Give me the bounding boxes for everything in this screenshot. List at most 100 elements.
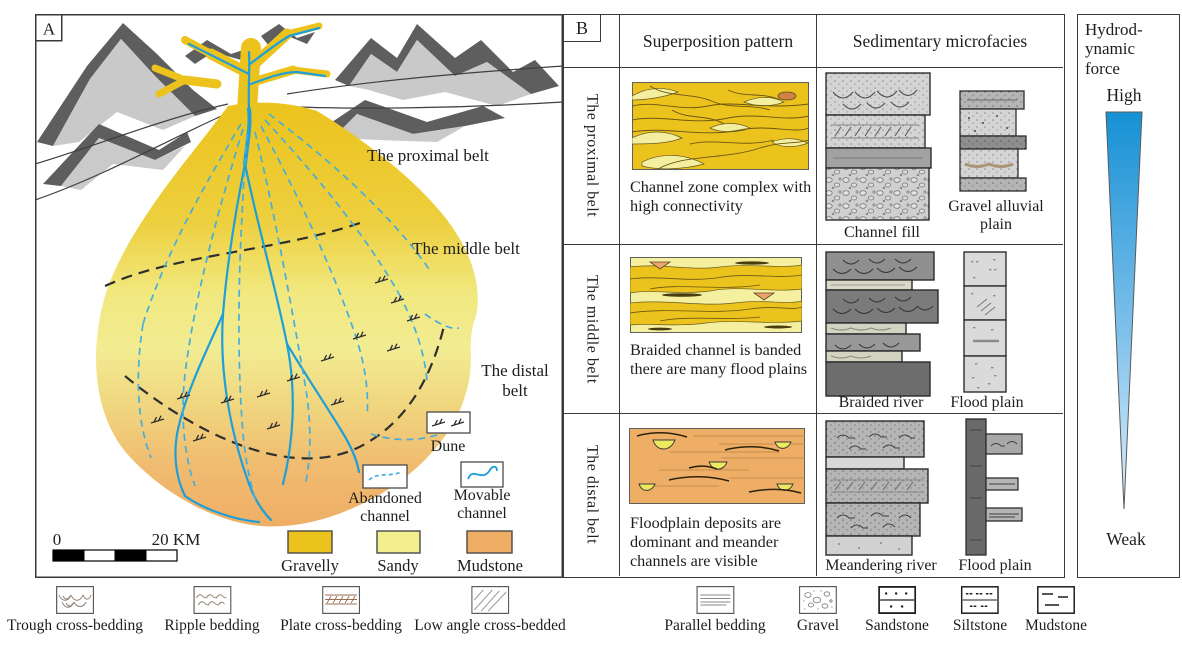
scale-end: 20 KM — [152, 530, 201, 549]
panel-a-tag: A — [43, 20, 56, 39]
movable-channels — [174, 26, 361, 524]
hydro-force-triangle — [1105, 111, 1143, 510]
superposition-pattern-distal — [629, 428, 805, 504]
hydro-title-line2: ynamic — [1085, 39, 1136, 59]
microfacies-cell-middle: Braided river — [816, 245, 1063, 413]
belt-label-distal: The distal belt — [583, 445, 601, 545]
facies-label-meandering-river: Meandering river — [825, 557, 937, 574]
pattern-cell-proximal: Channel zone complex with high connectiv… — [619, 68, 816, 244]
movable-channel-icon — [467, 465, 498, 480]
legend-item-ripple-bedding: Ripple bedding — [164, 586, 260, 635]
legend-label-parallel-bedding: Parallel bedding — [664, 617, 766, 634]
sandstone-icon — [878, 586, 916, 614]
strat-column-gravel-alluvial-plain — [959, 90, 1027, 192]
ripple-bedding-icon — [193, 586, 231, 614]
legend-label-ripple-bedding: Ripple bedding — [164, 617, 260, 634]
facies-label-channel-fill: Channel fill — [844, 224, 920, 241]
pattern-caption-middle: Braided channel is banded there are many… — [630, 341, 808, 378]
facies-label-flood-plain-middle: Flood plain — [950, 394, 1024, 411]
table-row-proximal: The proximal belt — [564, 67, 1063, 244]
belt-label-proximal: The proximal belt — [583, 94, 601, 218]
scale-start: 0 — [53, 530, 62, 549]
sandy-swatch — [376, 530, 421, 554]
belt-label-middle: The middle belt — [583, 274, 601, 384]
facies-label-gravel-alluvial-plain: Gravel alluvial plain — [948, 198, 1044, 233]
legend-label-plate-cross-bedding: Plate cross-bedding — [280, 617, 402, 634]
table-row-distal: The distal belt — [564, 413, 1063, 576]
trough-cross-bedding-icon — [55, 586, 94, 614]
abandoned-channels — [137, 113, 460, 505]
header-superposition-label: Superposition pattern — [642, 30, 794, 51]
panel-b-tag: B — [563, 14, 601, 42]
hydro-title-line3: force — [1085, 58, 1120, 78]
pattern-caption-proximal: Channel zone complex with high connectiv… — [630, 178, 812, 215]
strat-column-channel-fill — [825, 72, 932, 221]
label-distal-belt-line1: The distal — [481, 361, 549, 380]
gravelly-label: Gravelly — [281, 556, 339, 575]
label-proximal-belt: The proximal belt — [367, 146, 489, 165]
panel-b-table: Superposition pattern Sedimentary microf… — [563, 14, 1065, 578]
header-microfacies-label: Sedimentary microfacies — [852, 30, 1028, 51]
strat-column-flood-plain-distal — [965, 418, 1023, 556]
horizon-lines — [35, 65, 563, 201]
legend-item-parallel-bedding: Parallel bedding — [664, 586, 766, 635]
pattern-cell-distal: Floodplain deposits are dominant and mea… — [619, 414, 816, 576]
low-angle-cross-bedded-icon — [470, 586, 509, 614]
abandoned-channel-icon — [368, 471, 402, 481]
legend-label-gravel: Gravel — [796, 617, 840, 634]
alluvial-fan-body — [96, 102, 478, 527]
parallel-bedding-icon — [696, 586, 734, 614]
movable-channel-label-line2: channel — [457, 505, 507, 522]
gravelly-swatch — [287, 530, 333, 554]
facies-label-braided-river: Braided river — [838, 394, 924, 411]
legend-label-siltstone: Siltstone — [952, 617, 1008, 634]
hydro-title: Hydrod- ynamic force — [1085, 20, 1143, 78]
legend-item-sandstone: Sandstone — [865, 586, 929, 635]
plate-cross-bedding-icon — [321, 586, 360, 614]
legend-item-low-angle-cross-bedded: Low angle cross-bedded — [414, 586, 566, 635]
legend-item-siltstone: Siltstone — [953, 586, 1007, 635]
hydro-title-line1: Hydrod- — [1085, 20, 1143, 39]
sandy-label: Sandy — [377, 556, 419, 575]
microfacies-cell-proximal: Channel fill Gravel alluvial plain — [816, 68, 1063, 244]
abandoned-channel-label-line2: channel — [360, 508, 410, 525]
abandoned-channel-legend-box — [362, 464, 408, 489]
header-superposition: Superposition pattern — [619, 15, 816, 67]
legend-label-mudstone: Mudstone — [1025, 617, 1087, 634]
siltstone-icon — [961, 586, 999, 614]
dune-legend-label: Dune — [431, 438, 466, 455]
pattern-cell-middle: Braided channel is banded there are many… — [619, 245, 816, 413]
dune-legend-box — [426, 411, 471, 434]
mudstone-icon — [1037, 586, 1075, 614]
strat-column-flood-plain-middle — [963, 251, 1007, 393]
legend-label-sandstone: Sandstone — [865, 617, 929, 634]
mudstone-swatch — [466, 530, 513, 554]
strat-column-meandering-river — [825, 420, 929, 556]
label-distal-belt-line2: belt — [502, 381, 528, 400]
strat-column-braided-river — [825, 251, 939, 397]
legend-item-plate-cross-bedding: Plate cross-bedding — [280, 586, 402, 635]
belt-boundaries — [104, 220, 447, 460]
scale-bar: 0 20 KM — [52, 530, 201, 562]
superposition-pattern-middle — [630, 257, 802, 333]
facies-label-flood-plain-distal: Flood plain — [958, 557, 1032, 574]
hydro-high-label: High — [1106, 85, 1142, 105]
label-middle-belt: The middle belt — [412, 239, 520, 258]
pattern-caption-distal: Floodplain deposits are dominant and mea… — [630, 514, 782, 570]
legend-item-mudstone: Mudstone — [1025, 586, 1087, 635]
superposition-pattern-proximal — [632, 82, 809, 170]
microfacies-cell-distal: Meandering river Flood plain — [816, 414, 1063, 576]
mudstone-label: Mudstone — [457, 556, 523, 575]
table-row-middle: The middle belt — [564, 244, 1063, 413]
legend-label-trough-cross-bedding: Trough cross-bedding — [7, 617, 143, 634]
hydro-weak-label: Weak — [1106, 529, 1146, 549]
legend-label-low-angle-cross-bedded: Low angle cross-bedded — [414, 617, 566, 634]
panel-a-map: The proximal belt The middle belt The di… — [35, 14, 563, 578]
legend-item-trough-cross-bedding: Trough cross-bedding — [7, 586, 143, 635]
gravel-icon — [798, 586, 837, 614]
hydrodynamic-force-panel: Hydrod- ynamic force High Weak — [1077, 14, 1180, 578]
movable-channel-label-line1: Movable — [454, 487, 511, 504]
abandoned-channel-label-line1: Abandoned — [348, 490, 422, 507]
legend-item-gravel: Gravel — [797, 586, 839, 635]
